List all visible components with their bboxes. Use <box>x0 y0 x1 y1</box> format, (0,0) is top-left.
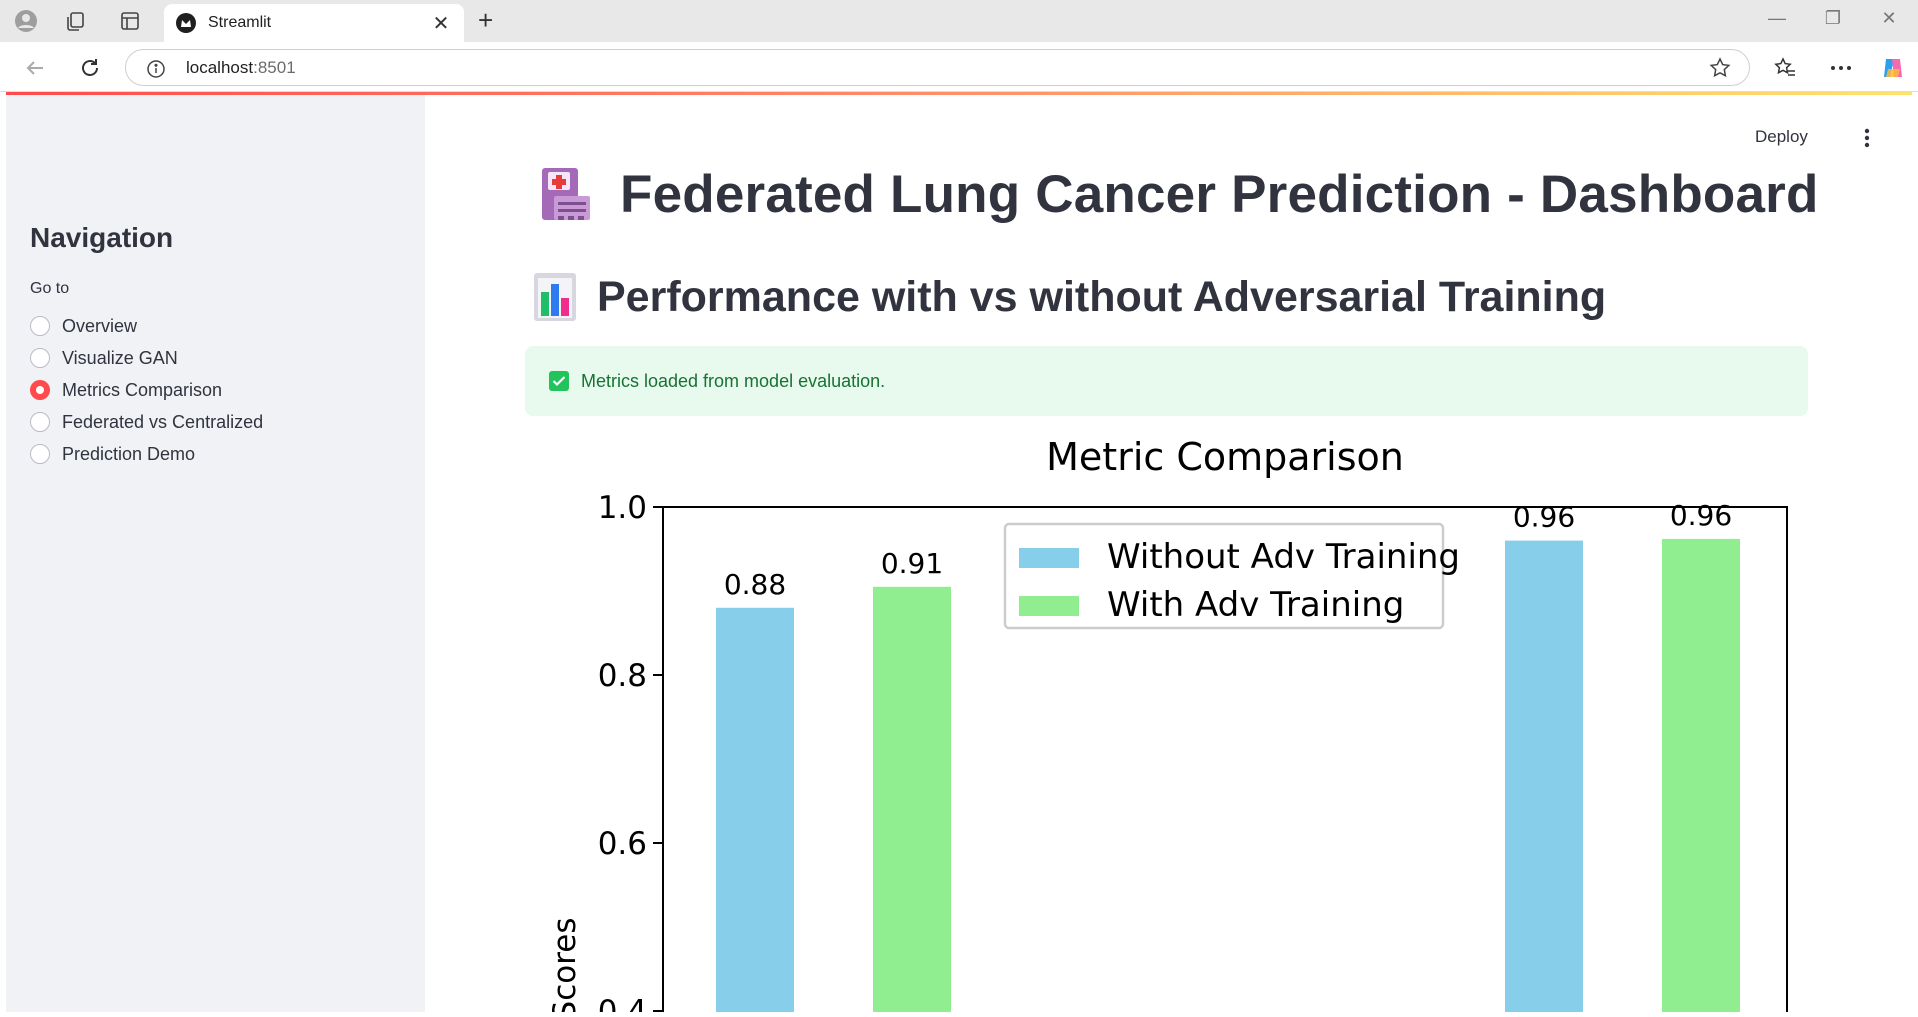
y-axis-label: Scores <box>547 918 583 1012</box>
plot-frame <box>662 506 1788 1017</box>
radio-option-label: Metrics Comparison <box>62 379 223 400</box>
radio-option-prediction-demo[interactable]: Prediction Demo <box>30 442 195 466</box>
bar-0-0 <box>716 607 794 1017</box>
radio-option-visualize-gan[interactable]: Visualize GAN <box>30 346 178 370</box>
radio-option-federated-vs-centralized[interactable]: Federated vs Centralized <box>30 410 263 434</box>
browser-tab[interactable]: Streamlit ✕ <box>164 4 464 42</box>
legend-label-1: With Adv Training <box>1107 585 1404 625</box>
chart-svg: Metric Comparison 0.4 0.6 0.8 1.0 Scores 0.88 0… <box>547 435 1788 1017</box>
page-top-accent-line <box>6 92 1912 95</box>
url-field[interactable]: localhost:8501 <box>125 49 1750 86</box>
radio-button-selected[interactable] <box>30 380 50 400</box>
bar-0-1 <box>1505 540 1583 1017</box>
y-tick-label: 1.0 <box>598 490 647 526</box>
radio-button[interactable] <box>30 348 50 368</box>
radio-button[interactable] <box>30 412 50 432</box>
bar-value-label: 0.88 <box>724 568 786 601</box>
chart-title: Metric Comparison <box>1046 435 1404 479</box>
url-text: localhost:8501 <box>186 58 296 77</box>
sidebar-title: Navigation <box>30 222 174 253</box>
browser-tab-bar: Streamlit ✕ + — ❐ ✕ <box>0 0 1918 42</box>
radio-option-label: Visualize GAN <box>62 347 178 368</box>
success-alert: Metrics loaded from model evaluation. <box>525 346 1808 416</box>
site-info-icon[interactable] <box>146 59 166 84</box>
back-icon[interactable] <box>22 55 48 81</box>
page-title-text: Federated Lung Cancer Prediction - Dashb… <box>620 165 1819 224</box>
radio-button[interactable] <box>30 444 50 464</box>
legend-label-0: Without Adv Training <box>1107 537 1460 577</box>
favorites-icon[interactable] <box>1772 55 1798 81</box>
radio-button[interactable] <box>30 316 50 336</box>
collections-icon[interactable] <box>64 9 88 33</box>
bar-value-label: 0.96 <box>1513 501 1575 534</box>
radio-option-label: Federated vs Centralized <box>62 411 264 432</box>
radio-option-metrics-comparison[interactable]: Metrics Comparison <box>30 378 222 402</box>
tab-close-icon[interactable]: ✕ <box>432 12 450 35</box>
y-tick-label: 0.6 <box>598 826 647 862</box>
bar-1-0 <box>873 586 951 1017</box>
radio-option-label: Overview <box>62 315 138 336</box>
profile-icon[interactable] <box>14 9 38 33</box>
favorite-star-icon[interactable] <box>1709 57 1731 84</box>
bar-chart-icon <box>534 273 576 321</box>
success-alert-text: Metrics loaded from model evaluation. <box>581 370 886 391</box>
radio-option-label: Prediction Demo <box>62 443 196 464</box>
metric-comparison-chart: Metric Comparison 0.4 0.6 0.8 1.0 Scores 0.88 0… <box>525 430 1825 1017</box>
radio-group-label: Go to <box>30 280 70 297</box>
y-tick-label: 0.8 <box>598 658 647 694</box>
section-header-text: Performance with vs without Adversarial … <box>597 272 1607 321</box>
window-close-icon[interactable]: ✕ <box>1881 8 1897 28</box>
legend-swatch-1 <box>1019 596 1079 616</box>
bar-1-1 <box>1662 538 1740 1017</box>
radio-option-overview[interactable]: Overview <box>30 314 137 338</box>
streamlit-favicon-icon <box>176 13 196 33</box>
legend-swatch-0 <box>1019 548 1079 568</box>
hospital-icon <box>542 167 590 220</box>
copilot-icon[interactable] <box>1880 55 1906 81</box>
chart-legend <box>1003 522 1445 630</box>
y-tick-label: 0.4 <box>598 994 647 1012</box>
tab-title: Streamlit <box>208 14 272 31</box>
new-tab-icon[interactable]: + <box>478 5 494 35</box>
bar-value-label: 0.96 <box>1670 499 1732 532</box>
deploy-button[interactable]: Deploy <box>1755 127 1808 146</box>
more-options-icon[interactable] <box>1828 55 1854 81</box>
main-menu-icon[interactable] <box>1860 127 1874 149</box>
check-icon <box>549 371 569 391</box>
section-header: Performance with vs without Adversarial … <box>533 272 1606 322</box>
bar-value-label: 0.91 <box>881 547 943 580</box>
vertical-tabs-icon[interactable] <box>118 9 142 33</box>
address-bar: localhost:8501 <box>0 42 1918 92</box>
reload-icon[interactable] <box>77 55 103 81</box>
page-title: Federated Lung Cancer Prediction - Dashb… <box>540 164 1819 225</box>
sidebar <box>6 95 425 1012</box>
minimize-icon[interactable]: — <box>1768 8 1786 28</box>
restore-icon[interactable]: ❐ <box>1824 8 1842 28</box>
